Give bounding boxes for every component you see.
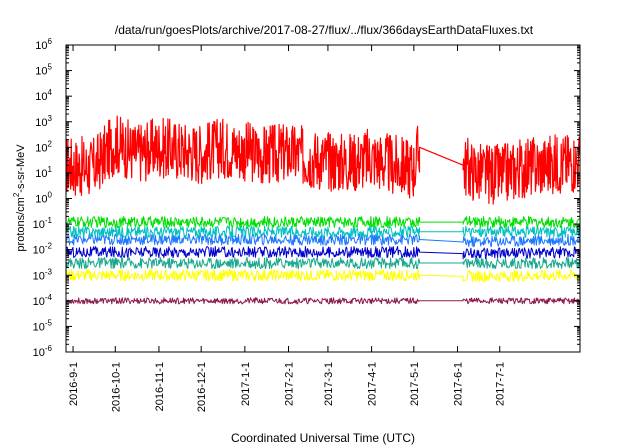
y-tick-label: 10-2	[33, 242, 53, 257]
series-line	[65, 215, 581, 229]
y-tick-exp: 2	[48, 139, 53, 148]
series-line	[66, 297, 581, 305]
x-axis: 2016-9-1 2016-10-1 2016-11-1 2016-12-1 2017-…	[68, 45, 507, 412]
y-tick-exp: -4	[45, 293, 53, 302]
x-tick-label: 2016-12-1	[196, 362, 208, 412]
x-tick-label: 2017-5-1	[409, 362, 421, 406]
x-tick-label: 2016-9-1	[68, 362, 80, 406]
y-tick-exp: -2	[45, 242, 53, 251]
series-line	[65, 115, 581, 205]
y-tick-exp: -6	[45, 344, 53, 353]
y-tick-exp: 6	[48, 37, 53, 46]
y-tick-exp: -5	[45, 318, 53, 327]
x-tick-label: 2017-7-1	[495, 362, 507, 406]
y-tick-label: 104	[35, 88, 52, 103]
y-tick-label: 106	[35, 37, 52, 52]
x-tick-label: 2016-11-1	[154, 362, 166, 411]
y-axis-title: protons/cm2-s-sr-MeV	[12, 144, 27, 252]
y-tick-exp: 1	[48, 165, 53, 174]
y-axis-title-prefix: protons/cm	[15, 197, 27, 251]
x-tick-label: 2017-2-1	[283, 362, 295, 406]
y-tick-label: 10-4	[33, 293, 53, 308]
y-tick-base: 10	[33, 245, 45, 257]
y-tick-label: 101	[35, 165, 52, 180]
x-tick-label: 2016-10-1	[110, 362, 122, 412]
y-tick-label: 10-1	[33, 216, 53, 231]
y-tick-label: 100	[35, 191, 52, 206]
series-line	[65, 233, 581, 248]
series-line	[65, 246, 581, 260]
x-tick-label: 2017-3-1	[323, 362, 335, 406]
y-tick-base: 10	[35, 142, 47, 154]
y-axis-title-sup: 2	[12, 192, 21, 197]
y-tick-exp: -1	[45, 216, 53, 225]
y-tick-base: 10	[33, 347, 45, 359]
y-tick-exp: 4	[48, 88, 53, 97]
y-tick-exp: -3	[45, 267, 53, 276]
y-tick-base: 10	[35, 66, 47, 78]
plot-frame	[65, 44, 581, 353]
y-tick-base: 10	[35, 194, 47, 206]
y-tick-label: 105	[35, 63, 52, 78]
x-tick-label: 2017-1-1	[240, 362, 252, 406]
x-tick-label: 2017-6-1	[452, 362, 464, 406]
y-tick-label: 102	[35, 139, 52, 154]
chart-title: /data/run/goesPlots/archive/2017-08-27/f…	[115, 23, 534, 37]
y-tick-base: 10	[33, 270, 45, 282]
y-tick-base: 10	[35, 91, 47, 103]
y-tick-exp: 0	[48, 191, 53, 200]
series-line	[65, 225, 581, 238]
y-tick-label: 10-6	[33, 344, 53, 359]
y-tick-label: 10-3	[33, 267, 53, 282]
y-tick-base: 10	[35, 117, 47, 129]
y-tick-base: 10	[33, 219, 45, 231]
y-axis: 10-610-510-410-310-210-11001011021031041…	[33, 37, 580, 359]
y-tick-base: 10	[35, 40, 47, 52]
y-tick-base: 10	[35, 168, 47, 180]
plot-area	[65, 115, 581, 305]
series-line	[65, 256, 581, 270]
series-line	[65, 269, 581, 283]
y-tick-exp: 5	[48, 63, 53, 72]
x-axis-title: Coordinated Universal Time (UTC)	[231, 431, 415, 445]
y-tick-base: 10	[33, 296, 45, 308]
y-tick-base: 10	[33, 321, 45, 333]
y-tick-exp: 3	[48, 114, 53, 123]
x-tick-label: 2017-4-1	[367, 362, 379, 406]
y-tick-label: 103	[35, 114, 52, 129]
y-axis-title-suffix: -s-sr-MeV	[15, 144, 27, 193]
y-tick-label: 10-5	[33, 318, 53, 333]
